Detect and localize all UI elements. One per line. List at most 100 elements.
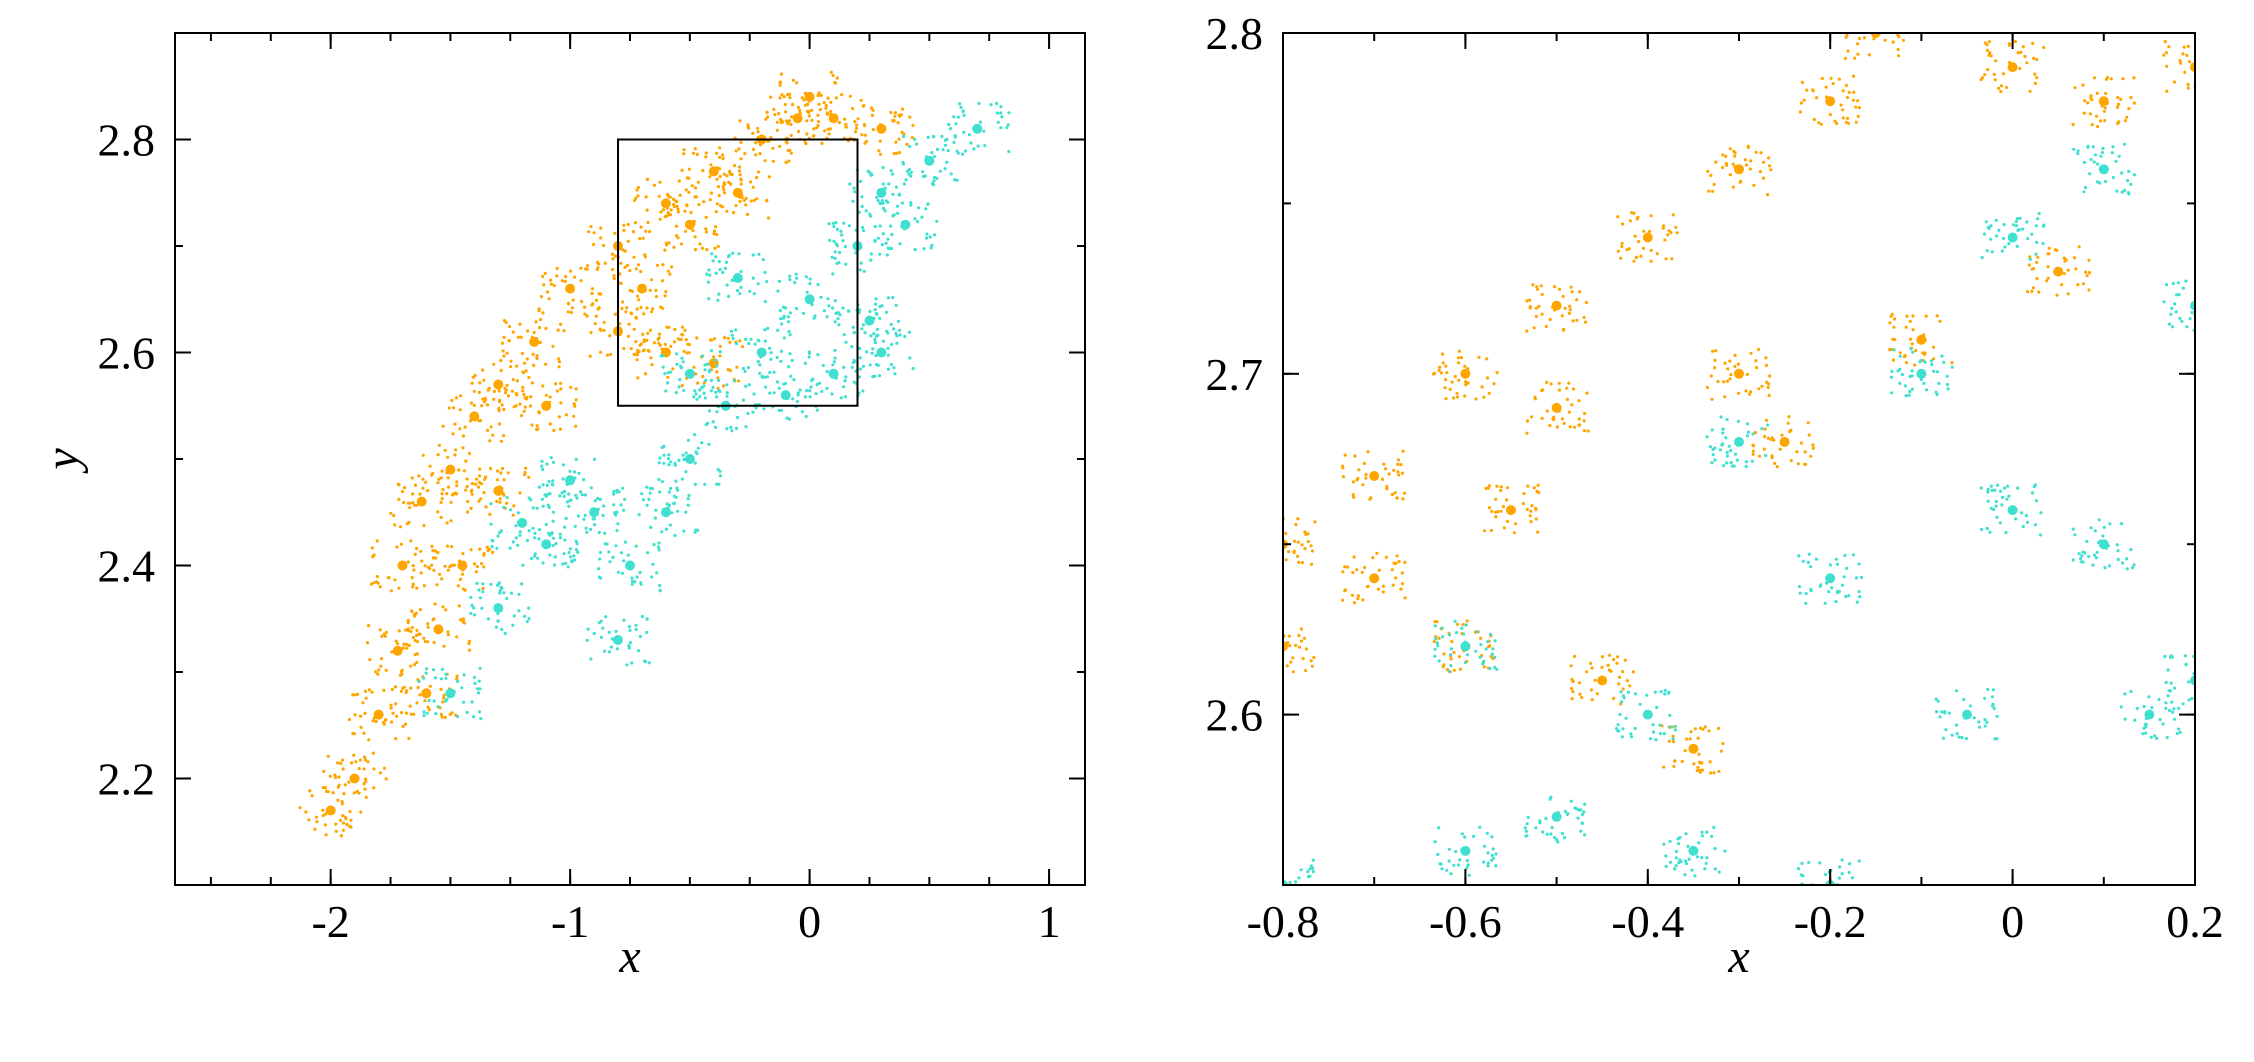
right-series-0-dot	[1537, 304, 1541, 308]
right-series-0-point	[1369, 471, 1380, 481]
right-series-0-dot	[1632, 211, 1636, 215]
left-series-1-dot	[874, 311, 878, 316]
right-series-1-dot	[2115, 543, 2119, 547]
left-series-1-dot	[615, 647, 620, 651]
right-series-0-dot	[1457, 655, 1461, 659]
left-series-0-dot	[500, 403, 504, 407]
left-series-0-dot	[352, 753, 356, 757]
right-series-1-dot	[1618, 712, 1622, 717]
left-series-0-dot	[833, 80, 837, 85]
left-series-0-dot	[549, 278, 553, 282]
right-series-0-dot	[1565, 386, 1569, 390]
right-series-1-dot	[1999, 489, 2003, 493]
left-series-1-dot	[900, 201, 905, 205]
right-series-0-dot	[1264, 543, 1267, 546]
left-series-0-dot	[739, 157, 743, 161]
right-series-0-dot	[1343, 453, 1347, 457]
right-series-0-dot	[1568, 425, 1572, 429]
left-series-1-dot	[857, 375, 862, 379]
left-series-0-dot	[810, 108, 814, 112]
left-series-1-dot	[808, 389, 812, 393]
right-series-1-dot	[1736, 419, 1740, 423]
right-series-0-dot	[1911, 328, 1915, 332]
left-series-0-dot	[547, 297, 551, 301]
left-series-1-dot	[490, 544, 494, 549]
right-series-1-dot	[2076, 152, 2080, 156]
left-series-0-dot	[694, 372, 698, 376]
left-series-0-dot	[672, 205, 677, 209]
right-series-0-dot	[1606, 663, 1610, 668]
left-series-0-dot	[480, 404, 484, 408]
right-series-1-dot	[1798, 591, 1802, 595]
right-series-0-dot	[1670, 257, 1674, 261]
left-series-0-dot	[715, 370, 719, 374]
left-series-0-dot	[428, 567, 432, 571]
left-series-0-dot	[481, 368, 485, 372]
left-series-0-dot	[485, 403, 490, 407]
left-series-0-dot	[538, 340, 542, 345]
left-series-1-dot	[469, 611, 473, 616]
left-series-0-dot	[718, 174, 722, 179]
right-series-1-dot	[1482, 659, 1486, 664]
left-series-0-dot	[436, 481, 440, 485]
left-series-0-dot	[718, 354, 722, 358]
left-series-0-dot	[648, 328, 653, 332]
left-series-1-dot	[945, 137, 949, 141]
right-series-0-dot	[1590, 666, 1594, 670]
left-series-1-dot	[570, 559, 574, 563]
left-series-0-dot	[674, 224, 679, 228]
right-series-1-dot	[1630, 735, 1634, 739]
right-series-1-dot	[1677, 861, 1681, 865]
left-series-1-dot	[907, 330, 912, 334]
left-series-1-dot	[735, 342, 739, 346]
left-series-0-dot	[732, 211, 736, 215]
left-series-0-dot	[536, 427, 540, 431]
left-series-1-dot	[583, 513, 587, 517]
right-series-0-dot	[1612, 696, 1616, 701]
right-series-0-dot	[1825, 95, 1829, 99]
left-series-1-dot	[714, 271, 718, 275]
right-series-1-dot	[1725, 451, 1729, 455]
left-series-1-dot	[943, 143, 948, 147]
left-series-0-point	[433, 624, 444, 635]
left-series-0-dot	[663, 204, 667, 208]
left-series-0-dot	[691, 228, 695, 233]
right-y-tick-label: 2.7	[1206, 349, 1264, 400]
left-series-1-dot	[657, 548, 661, 552]
left-series-0-dot	[418, 492, 422, 496]
right-series-1-dot	[1911, 350, 1915, 354]
left-series-0-dot	[687, 167, 691, 171]
left-series-1-dot	[881, 182, 885, 186]
right-series-0-dot	[1571, 387, 1576, 391]
left-series-0-dot	[487, 386, 491, 390]
right-series-0-dot	[1854, 105, 1858, 109]
left-series-0-dot	[589, 331, 593, 335]
left-series-1-dot	[804, 414, 808, 419]
left-series-0-dot	[440, 497, 444, 501]
right-series-0-dot	[1289, 660, 1293, 664]
left-series-0-dot	[478, 419, 483, 423]
left-series-1-dot	[693, 530, 697, 534]
left-series-0-dot	[675, 234, 679, 238]
right-series-0-dot	[1671, 213, 1675, 217]
left-series-0-dot	[492, 389, 496, 393]
right-series-0-dot	[1760, 384, 1764, 388]
left-series-0-dot	[323, 812, 328, 816]
right-series-1-dot	[1809, 589, 1813, 593]
left-series-1-dot	[616, 570, 621, 574]
right-series-1-dot	[2038, 533, 2043, 537]
right-series-1-dot	[1848, 862, 1852, 866]
left-series-0-dot	[349, 818, 353, 822]
left-series-0-dot	[333, 773, 337, 777]
right-series-0-point	[2053, 266, 2064, 277]
right-x-tick-label: 0.2	[2166, 896, 2224, 947]
left-series-1-dot	[743, 369, 747, 374]
right-series-1-dot	[2203, 671, 2206, 674]
left-series-1-dot	[940, 134, 944, 138]
left-series-1-dot	[572, 470, 577, 474]
right-series-0-dot	[1382, 462, 1386, 466]
right-series-1-dot	[2000, 249, 2004, 253]
left-series-1-dot	[634, 627, 638, 632]
left-series-0-dot	[446, 633, 450, 637]
left-series-0-dot	[498, 400, 502, 404]
